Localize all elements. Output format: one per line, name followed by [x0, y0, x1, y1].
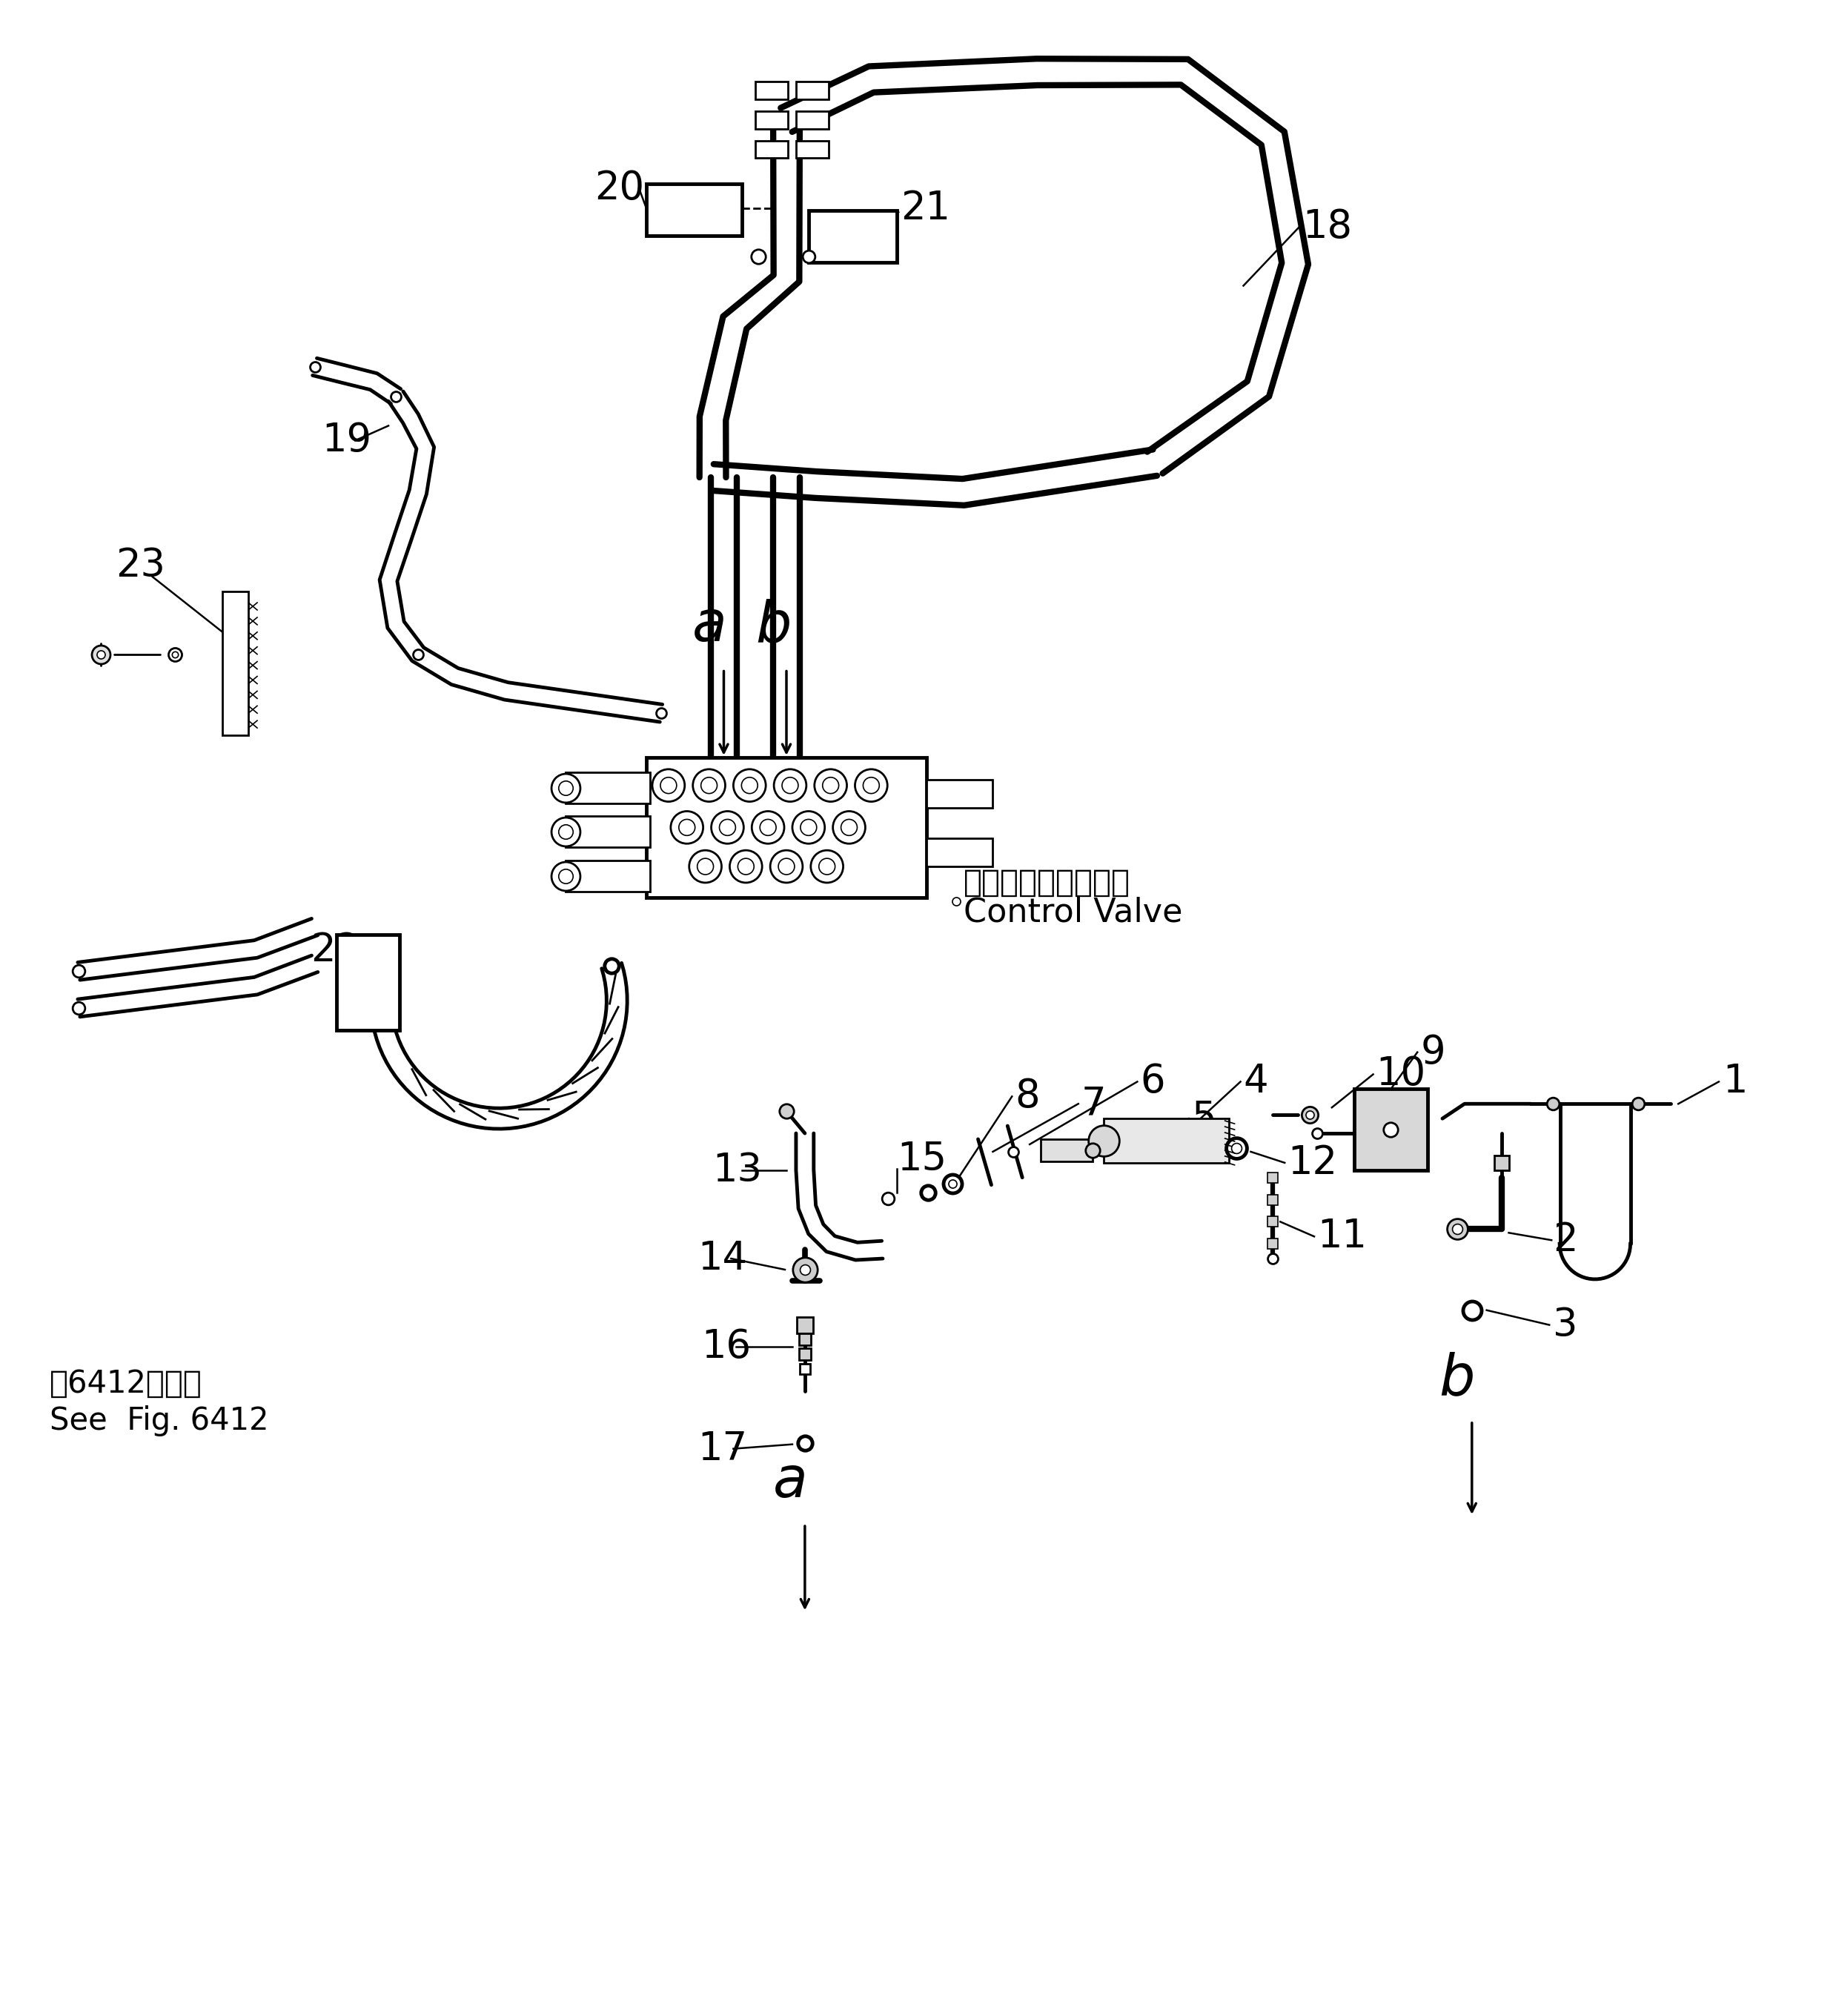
Circle shape	[711, 810, 744, 843]
Circle shape	[692, 770, 725, 802]
Circle shape	[841, 818, 857, 835]
Text: 14: 14	[698, 1240, 747, 1278]
Circle shape	[778, 859, 795, 875]
Text: 11: 11	[1316, 1218, 1366, 1256]
Circle shape	[733, 770, 766, 802]
Text: コントロールバルブ: コントロールバルブ	[964, 867, 1131, 899]
Bar	[797, 141, 828, 157]
Circle shape	[701, 778, 718, 794]
Circle shape	[775, 770, 806, 802]
Text: 17: 17	[698, 1429, 747, 1468]
Text: 1: 1	[1722, 1062, 1748, 1101]
Text: 8: 8	[1015, 1077, 1039, 1115]
Bar	[565, 816, 650, 847]
Circle shape	[782, 778, 799, 794]
Text: 13: 13	[712, 1151, 762, 1189]
Circle shape	[812, 851, 843, 883]
Text: 20: 20	[595, 169, 644, 208]
Circle shape	[760, 818, 777, 835]
Text: See  Fig. 6412: See Fig. 6412	[50, 1405, 268, 1435]
Text: 12: 12	[1287, 1143, 1337, 1181]
Text: b: b	[1439, 1351, 1474, 1405]
Text: Control Valve: Control Valve	[964, 897, 1182, 927]
Bar	[797, 111, 828, 129]
Circle shape	[720, 818, 736, 835]
Bar	[565, 772, 650, 802]
Text: 15: 15	[898, 1139, 947, 1179]
Bar	[927, 780, 993, 808]
Text: 23: 23	[116, 546, 165, 585]
Bar	[222, 591, 248, 736]
Circle shape	[815, 770, 846, 802]
Bar	[755, 111, 788, 129]
Circle shape	[863, 778, 879, 794]
Circle shape	[679, 818, 696, 835]
Bar	[646, 183, 742, 236]
Text: 16: 16	[701, 1329, 751, 1367]
Bar	[797, 81, 828, 99]
Circle shape	[688, 851, 722, 883]
Text: 9: 9	[1421, 1032, 1445, 1070]
Text: b: b	[755, 599, 791, 653]
Circle shape	[793, 810, 824, 843]
Text: 21: 21	[901, 190, 951, 228]
Bar	[565, 861, 650, 891]
Text: 第6412図参照: 第6412図参照	[50, 1369, 202, 1399]
Text: 10: 10	[1377, 1054, 1427, 1093]
Bar	[755, 141, 788, 157]
Bar	[1041, 1139, 1092, 1161]
Circle shape	[670, 810, 703, 843]
Circle shape	[661, 778, 677, 794]
Circle shape	[823, 778, 839, 794]
Text: 6: 6	[1140, 1062, 1166, 1101]
Circle shape	[834, 810, 865, 843]
Text: 19: 19	[321, 421, 373, 460]
Circle shape	[819, 859, 835, 875]
Text: 18: 18	[1302, 208, 1351, 246]
Text: a: a	[773, 1454, 808, 1510]
Circle shape	[698, 859, 714, 875]
Bar	[646, 758, 927, 897]
Text: 4: 4	[1243, 1062, 1269, 1101]
Bar	[755, 81, 788, 99]
Text: 3: 3	[1553, 1306, 1577, 1345]
Bar	[927, 839, 993, 867]
Text: 2: 2	[1553, 1222, 1577, 1260]
Circle shape	[751, 810, 784, 843]
Circle shape	[738, 859, 755, 875]
Circle shape	[742, 778, 758, 794]
Bar	[1103, 1119, 1228, 1163]
Circle shape	[771, 851, 802, 883]
Circle shape	[856, 770, 887, 802]
Bar	[808, 210, 898, 262]
Bar	[336, 933, 400, 1030]
Circle shape	[729, 851, 762, 883]
Text: 22: 22	[310, 931, 360, 970]
Bar	[1353, 1089, 1428, 1169]
Text: 5: 5	[1192, 1099, 1217, 1137]
Circle shape	[652, 770, 685, 802]
Circle shape	[800, 818, 817, 835]
Text: a: a	[692, 599, 727, 653]
Text: 7: 7	[1081, 1085, 1105, 1123]
